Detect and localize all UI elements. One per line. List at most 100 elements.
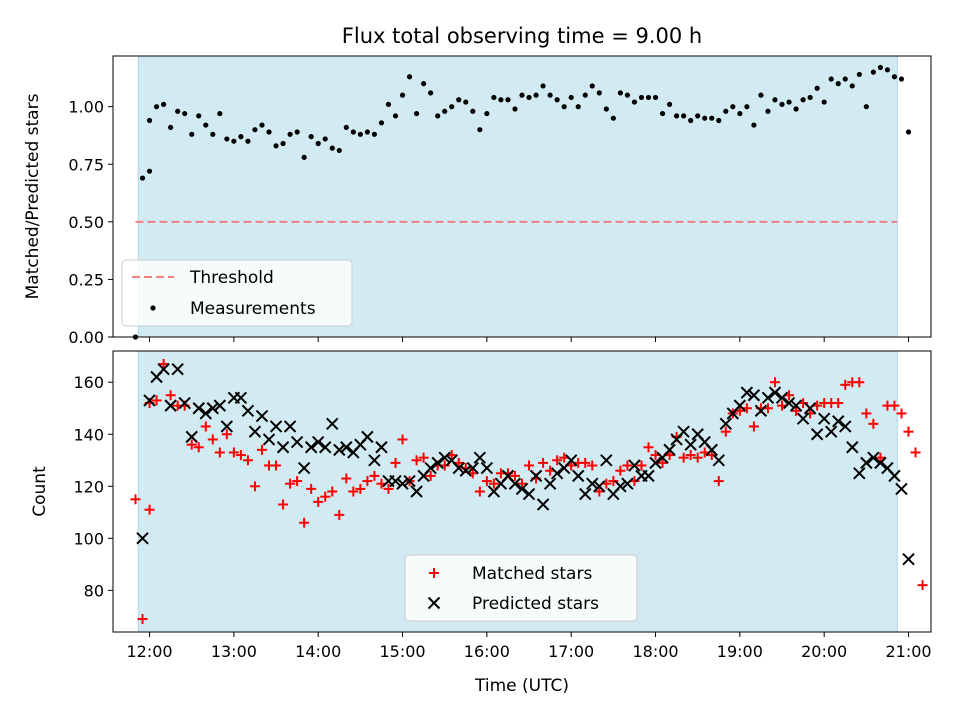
measurement-point <box>343 124 349 131</box>
predicted-star-point <box>867 451 880 464</box>
predicted-star-point <box>586 477 599 490</box>
y-axis-label: Count <box>30 466 50 517</box>
matched-star-point <box>271 460 282 471</box>
predicted-star-point <box>684 438 697 451</box>
matched-star-point <box>348 486 359 497</box>
measurement-point <box>519 92 525 98</box>
predicted-star-point <box>269 420 283 433</box>
x-axis-ticks <box>149 337 910 342</box>
predicted-star-point <box>283 420 297 433</box>
measurement-point <box>814 85 820 91</box>
measurement-point <box>435 113 441 119</box>
predicted-star-point <box>185 430 198 444</box>
measurement-point <box>477 127 483 133</box>
legend-box <box>404 554 638 622</box>
predicted-star-point <box>663 443 676 457</box>
count-panel: 80 100 120 140 160 12:00 13:00 14:00 15:00 16:00… <box>30 350 932 696</box>
matched-star-point <box>685 450 696 461</box>
predicted-star-point <box>761 391 775 405</box>
predicted-star-point <box>410 485 423 498</box>
measurement-point <box>294 129 300 135</box>
measurement-point <box>898 76 905 82</box>
measurement-point <box>891 74 898 80</box>
measurement-point <box>596 90 602 96</box>
measurement-point <box>821 99 827 105</box>
predicted-star-point <box>572 469 585 483</box>
y-tick-label: 0.75 <box>68 155 104 174</box>
predicted-star-point <box>375 441 388 454</box>
predicted-star-point <box>368 454 381 467</box>
measurement-point <box>470 108 476 114</box>
measurement-point <box>189 131 195 137</box>
measurement-point <box>786 99 792 105</box>
matched-star-point <box>221 429 232 440</box>
measurement-point <box>505 97 511 103</box>
matched-star-point <box>840 379 851 390</box>
measurement-point <box>456 97 462 103</box>
matched-star-point <box>587 460 598 471</box>
predicted-star-point <box>705 443 718 457</box>
measurement-point <box>224 136 230 142</box>
matched-star-point <box>299 517 310 528</box>
predicted-legend-swatch <box>427 596 441 610</box>
measurement-point <box>196 113 202 119</box>
measurement-point <box>463 99 469 105</box>
matched-star-point <box>320 491 331 502</box>
predicted-star-point <box>902 552 915 566</box>
measurement-point <box>287 131 293 137</box>
predicted-star-point <box>248 425 262 438</box>
y-axis-ticks: 0.00 0.25 0.50 0.75 1.00 <box>68 98 113 347</box>
predicted-star-point <box>311 435 325 449</box>
matched-star-point <box>242 455 253 466</box>
x-tick-label: 19:00 <box>717 642 763 661</box>
x-tick-label: 20:00 <box>801 642 847 661</box>
measurement-point <box>315 140 321 147</box>
matched-star-point <box>130 494 141 505</box>
measurement-point <box>702 115 708 121</box>
predicted-star-point <box>262 433 276 446</box>
measurement-point <box>779 101 785 107</box>
matched-star-point <box>748 421 759 432</box>
measurement-point <box>406 74 413 80</box>
measurement-point <box>512 106 518 112</box>
matched-star-point <box>903 426 914 437</box>
measurement-point <box>322 136 328 142</box>
measurement-point <box>385 101 392 107</box>
predicted-star-point <box>810 428 824 441</box>
predicted-star-point <box>459 464 472 477</box>
matched-star-point <box>397 434 408 445</box>
measurement-point <box>357 131 363 137</box>
matched-star-point <box>875 452 886 463</box>
matched-star-point <box>896 408 907 419</box>
measurement-point <box>266 129 272 135</box>
y-tick-label: 0.25 <box>68 270 104 289</box>
measurement-point <box>449 104 455 110</box>
matched-stars-points <box>130 359 928 624</box>
measurement-point <box>182 110 188 117</box>
measurement-point <box>589 83 595 89</box>
measurement-point <box>849 83 855 89</box>
measurement-legend-swatch <box>150 305 156 311</box>
predicted-star-point <box>803 402 817 415</box>
measurement-point <box>744 104 750 110</box>
matched-star-point <box>334 509 345 520</box>
predicted-star-point <box>361 430 374 444</box>
predicted-star-point <box>403 474 416 488</box>
measurement-point <box>674 113 680 119</box>
measurement-point <box>203 122 209 128</box>
predicted-star-point <box>452 461 465 475</box>
predicted-star-point <box>860 456 873 470</box>
predicted-star-point <box>297 461 311 475</box>
measurement-point <box>575 104 581 110</box>
measurement-point <box>547 92 553 98</box>
measurement-points <box>132 64 912 340</box>
measurement-point <box>688 117 694 124</box>
y-axis-label: Matched/Predicted stars <box>23 93 43 299</box>
measurement-point <box>884 67 891 73</box>
predicted-star-point <box>234 391 248 405</box>
predicted-star-point <box>340 441 353 454</box>
predicted-star-point <box>255 409 269 423</box>
predicted-star-point <box>241 404 255 418</box>
measurement-point <box>842 76 848 82</box>
matched-star-point <box>552 455 563 466</box>
